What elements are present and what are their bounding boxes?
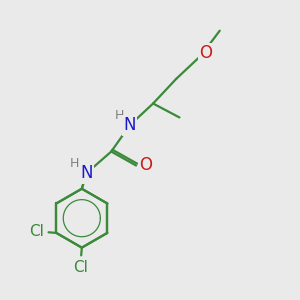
Text: H: H: [115, 110, 124, 122]
Text: Cl: Cl: [29, 224, 44, 239]
Text: O: O: [199, 44, 212, 62]
Text: N: N: [124, 116, 136, 134]
Text: O: O: [140, 157, 152, 175]
Text: N: N: [80, 164, 93, 182]
Text: H: H: [70, 158, 80, 170]
Text: Cl: Cl: [73, 260, 88, 275]
